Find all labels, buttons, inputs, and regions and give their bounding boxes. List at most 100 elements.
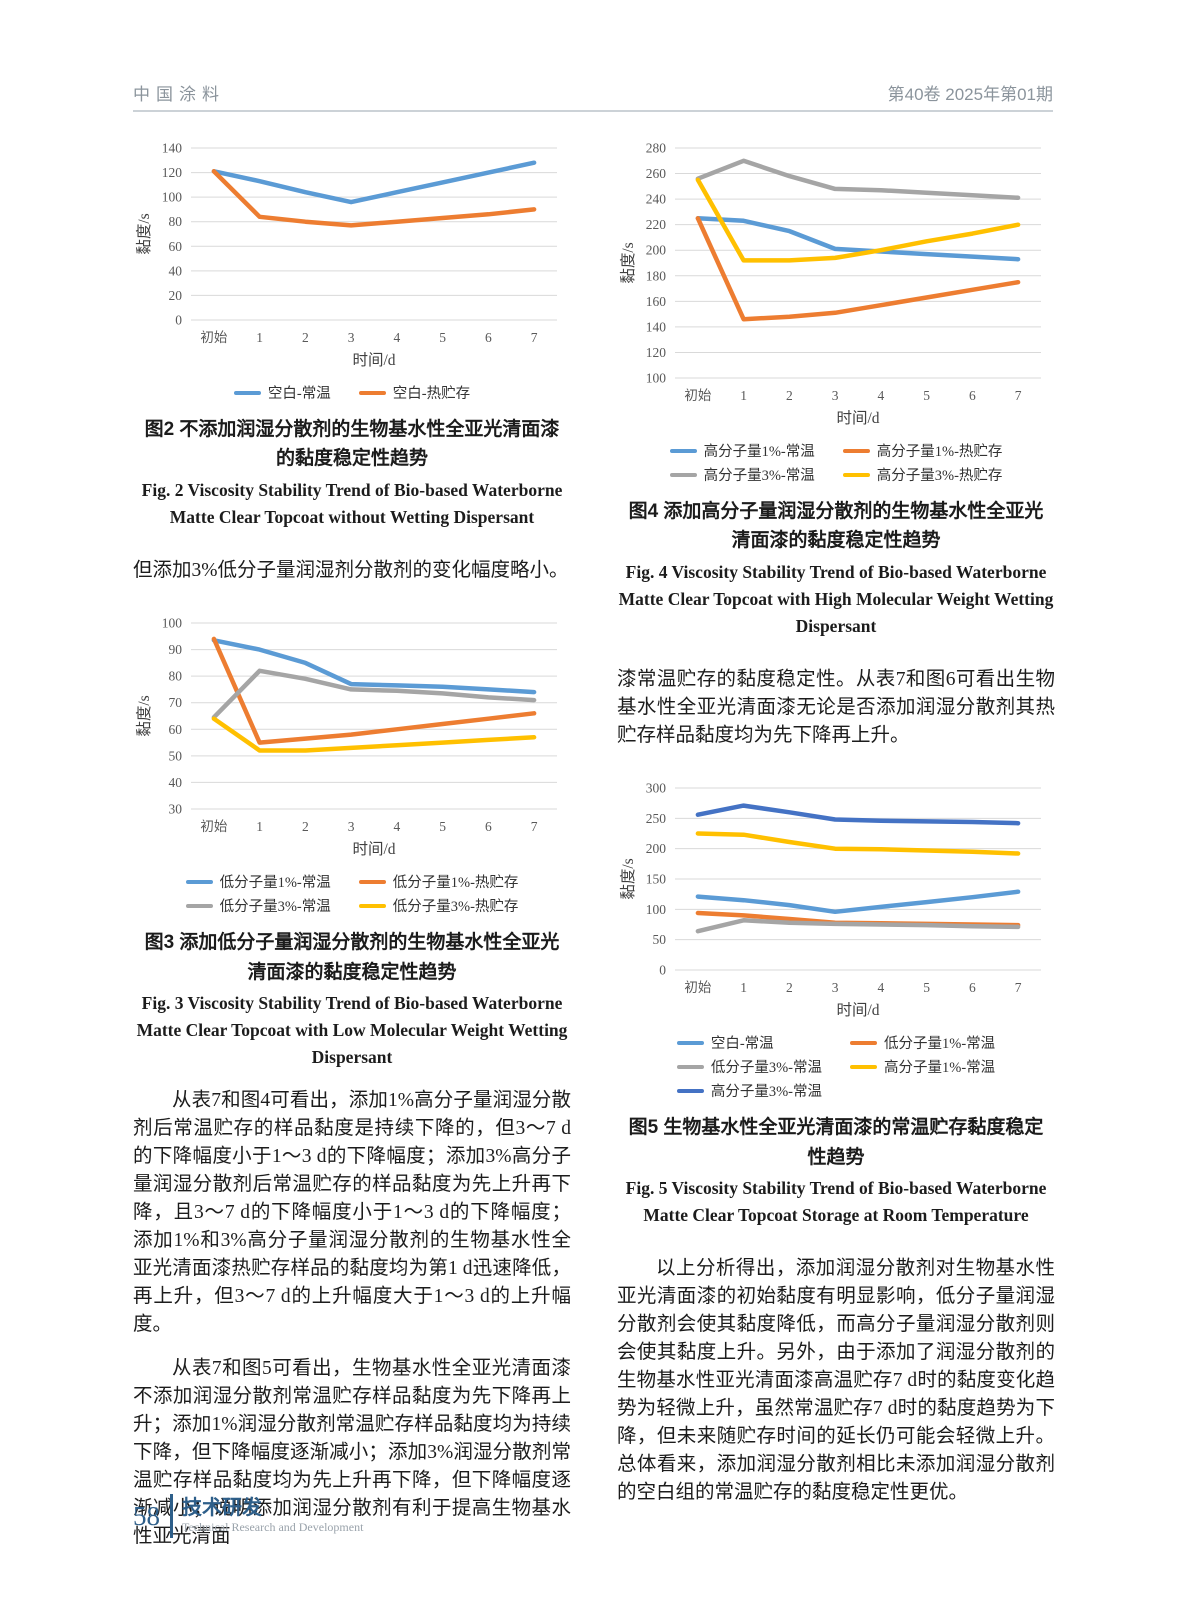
svg-text:240: 240 xyxy=(646,192,667,207)
series-空白-常温 xyxy=(211,160,537,205)
legend-label: 高分子量3%-常温 xyxy=(710,1084,822,1101)
legend-color-chip xyxy=(233,390,261,395)
series-低分子量1%-热贮存 xyxy=(211,636,537,745)
legend-item: 高分子量1%-热贮存 xyxy=(842,440,1003,461)
legend-label: 空白-常温 xyxy=(267,386,331,402)
figure5-plot: 0 50 100 150 200 250 300 初始 1 2 3 4 5 6 7 时间/d 黏度/s xyxy=(619,781,1041,1019)
svg-text:100: 100 xyxy=(162,190,183,205)
svg-text:3: 3 xyxy=(832,980,839,995)
series-lines xyxy=(695,803,1021,934)
svg-text:初始: 初始 xyxy=(200,818,227,834)
legend-color-chip xyxy=(185,879,213,884)
legend-color-chip xyxy=(676,1040,704,1045)
x-axis-title: 时间/d xyxy=(352,351,395,369)
y-tick-labels: 100 120 140 160 180 200 220 240 260 280 xyxy=(646,141,667,386)
page-header: 中国涂料 第40卷 2025年第01期 xyxy=(133,80,1053,105)
svg-text:1: 1 xyxy=(740,388,747,403)
legend-label: 高分子量3%-常温 xyxy=(703,468,815,484)
series-lines xyxy=(695,158,1021,322)
series-低分子量3%-常温 xyxy=(211,668,537,720)
figure2-legend: 空白-常温 空白-热贮存 xyxy=(133,382,571,403)
svg-text:4: 4 xyxy=(394,330,401,345)
x-axis-title: 时间/d xyxy=(836,409,879,427)
legend-item: 空白-热贮存 xyxy=(358,382,470,403)
y-axis-title: 黏度/s xyxy=(135,695,153,736)
legend-label: 低分子量3%-常温 xyxy=(710,1060,822,1077)
x-tick-labels: 初始 1 2 3 4 5 6 7 xyxy=(684,979,1021,995)
legend-label: 高分子量1%-热贮存 xyxy=(876,444,1003,460)
footer-section-zh: 技术研发 xyxy=(182,1497,262,1520)
legend-label: 低分子量3%-常温 xyxy=(219,899,331,916)
svg-text:70: 70 xyxy=(169,695,183,710)
figure5-legend: 空白-常温 低分子量1%-常温 低分子量3%-常温 高分子量1%-常温 高分子量3%-常… xyxy=(617,1032,1055,1101)
series-低分子量1%-常温 xyxy=(211,638,537,695)
journal-title: 中国涂料 xyxy=(133,85,225,104)
svg-text:2: 2 xyxy=(786,388,793,403)
series-空白-热贮存 xyxy=(211,169,537,228)
legend-color-chip xyxy=(185,903,213,908)
legend-item: 高分子量3%-热贮存 xyxy=(842,464,1002,485)
gridlines xyxy=(675,787,1041,971)
series-高分子量1%-常温 xyxy=(695,216,1021,262)
svg-text:2: 2 xyxy=(302,330,309,345)
legend-item: 低分子量1%-热贮存 xyxy=(358,871,518,892)
legend-color-chip xyxy=(676,1088,704,1093)
svg-text:初始: 初始 xyxy=(200,329,227,345)
svg-text:6: 6 xyxy=(969,388,976,403)
svg-text:1: 1 xyxy=(740,980,747,995)
svg-text:40: 40 xyxy=(169,775,183,790)
y-tick-labels: 0 20 40 60 80 100 120 140 xyxy=(162,141,183,328)
issue-info: 第40卷 2025年第01期 xyxy=(887,85,1053,104)
svg-text:140: 140 xyxy=(646,319,667,334)
svg-text:7: 7 xyxy=(531,819,538,834)
legend-item: 高分子量1%-常温 xyxy=(850,1056,995,1077)
legend-label: 低分子量1%-常温 xyxy=(219,875,331,892)
svg-text:100: 100 xyxy=(162,616,183,631)
series-空白-常温 xyxy=(695,889,1021,915)
figure4-plot: 100 120 140 160 180 200 220 240 260 280 初始 1 2 3 4 5 6 7 时… xyxy=(619,141,1041,427)
legend-item: 低分子量3%-常温 xyxy=(676,1056,822,1077)
svg-text:5: 5 xyxy=(923,980,930,995)
svg-text:60: 60 xyxy=(169,722,183,737)
series-lines xyxy=(211,636,537,753)
figure3-legend: 低分子量1%-常温 低分子量1%-热贮存 低分子量3%-常温 低分子量3%-热贮存 xyxy=(133,871,571,916)
svg-text:7: 7 xyxy=(1015,980,1022,995)
series-高分子量3%-常温 xyxy=(695,158,1021,201)
svg-text:200: 200 xyxy=(646,841,667,856)
legend-color-chip xyxy=(842,472,870,477)
page-footer: 58 技术研发 Technical Research and Developme… xyxy=(133,1494,363,1538)
legend-color-chip xyxy=(676,1064,704,1069)
legend-color-chip xyxy=(358,903,386,908)
y-axis-title: 黏度/s xyxy=(619,859,637,900)
figure2-chart: 0 20 40 60 80 100 120 140 初始 1 2 3 4 5 6 7 时间/d 黏度/s 空白-常… xyxy=(133,136,571,403)
x-axis-title: 时间/d xyxy=(836,1001,879,1019)
svg-text:220: 220 xyxy=(646,217,667,232)
svg-text:20: 20 xyxy=(169,288,183,303)
svg-text:120: 120 xyxy=(646,345,667,360)
svg-text:3: 3 xyxy=(348,819,355,834)
svg-text:180: 180 xyxy=(646,268,667,283)
svg-text:4: 4 xyxy=(878,388,885,403)
svg-text:6: 6 xyxy=(969,980,976,995)
figure4-legend: 高分子量1%-常温 高分子量1%-热贮存 高分子量3%-常温 高分子量3%-热贮存 xyxy=(617,440,1055,485)
left-column: 0 20 40 60 80 100 120 140 初始 1 2 3 4 5 6 7 时间/d 黏度/s 空白-常… xyxy=(133,130,571,1561)
legend-color-chip xyxy=(358,390,386,395)
svg-text:4: 4 xyxy=(394,819,401,834)
figure3-plot: 30 40 50 60 70 80 90 100 初始 1 2 3 4 5 6 7 时间/d 黏度/s xyxy=(135,616,557,858)
footer-section-en: Technical Research and Development xyxy=(182,1520,364,1535)
x-tick-labels: 初始 1 2 3 4 5 6 7 xyxy=(200,818,537,834)
x-tick-labels: 初始 1 2 3 4 5 6 7 xyxy=(684,387,1021,403)
figure5-chart: 0 50 100 150 200 250 300 初始 1 2 3 4 5 6 7 时间/d 黏度/s 空白-常… xyxy=(617,776,1055,1101)
figure2-caption-zh: 图2 不添加润湿分散剂的生物基水性全亚光清面漆的黏度稳定性趋势 xyxy=(144,419,560,470)
y-axis-title: 黏度/s xyxy=(135,213,153,254)
page-number: 58 xyxy=(133,1500,160,1531)
paragraph: 从表7和图4可看出，添加1%高分子量润湿分散剂后常温贮存的样品黏度是持续下降的，… xyxy=(133,1090,571,1336)
legend-label: 高分子量1%-常温 xyxy=(884,1060,996,1077)
svg-text:90: 90 xyxy=(169,642,183,657)
legend-color-chip xyxy=(850,1040,877,1045)
svg-text:120: 120 xyxy=(162,165,183,180)
svg-text:5: 5 xyxy=(923,388,930,403)
figure2-plot: 0 20 40 60 80 100 120 140 初始 1 2 3 4 5 6 7 时间/d 黏度/s xyxy=(135,141,557,369)
svg-text:50: 50 xyxy=(169,748,183,763)
paragraph: 但添加3%低分子量润湿剂分散剂的变化幅度略小。 xyxy=(133,560,569,582)
